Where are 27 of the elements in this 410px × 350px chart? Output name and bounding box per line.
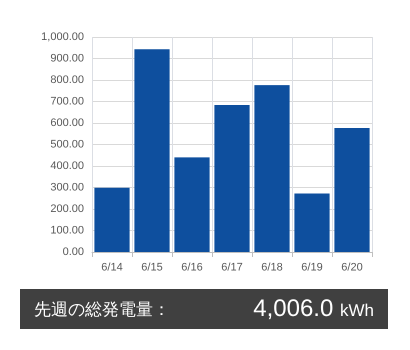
text: 先週の総発電量：: [34, 298, 170, 320]
y-tick-label: 400.00: [50, 160, 84, 172]
y-tick-label: 1,000.00: [41, 31, 84, 43]
y-tick-label: 600.00: [50, 117, 84, 129]
x-tick-label: 6/16: [181, 262, 203, 274]
y-tick-label: 800.00: [50, 74, 84, 86]
x-tick-label: 6/14: [101, 262, 123, 274]
y-tick-label: 200.00: [50, 203, 84, 215]
x-tick-label: 6/18: [261, 262, 283, 274]
x-tick-label: 6/17: [221, 262, 243, 274]
bar: [294, 194, 330, 252]
y-tick-label: 700.00: [50, 96, 84, 108]
y-tick-label: 100.00: [50, 224, 84, 236]
bar: [214, 104, 250, 252]
y-tick-label: 900.00: [50, 52, 84, 64]
bar: [174, 157, 210, 252]
y-tick-label: 0.00: [62, 246, 84, 258]
y-tick-label: 500.00: [50, 138, 84, 150]
x-tick-label: 6/20: [341, 262, 363, 274]
x-tick-label: 6/19: [301, 262, 323, 274]
text: 4,006.0 kWh: [253, 295, 374, 323]
bar: [134, 49, 170, 252]
bar: [94, 188, 130, 252]
bar: [254, 85, 290, 252]
bar: [334, 128, 370, 252]
x-tick-label: 6/15: [141, 262, 163, 274]
y-tick-label: 300.00: [50, 182, 84, 194]
